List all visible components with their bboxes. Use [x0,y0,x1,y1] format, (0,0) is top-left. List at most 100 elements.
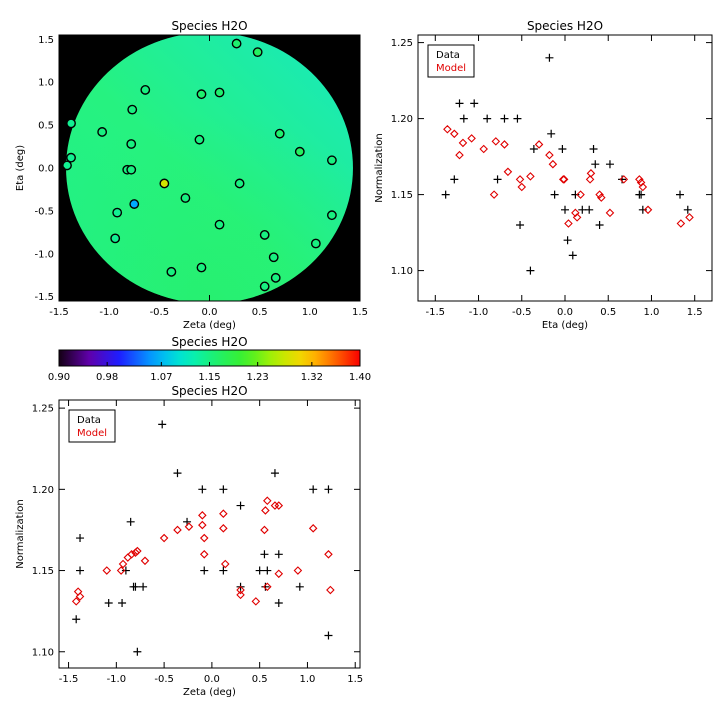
scatter-zeta-data-point [324,631,333,640]
scatter-zeta-model-point [236,590,245,600]
scatter-eta-data-point [529,145,538,153]
scatter-zeta-model-point [251,597,261,606]
heatmap-xlabel: Zeta (deg) [183,320,236,331]
scatter-zeta-ytick-label: 1.10 [32,647,54,658]
scatter-zeta-model-point [261,506,270,515]
scatter-eta-model-point [545,150,554,160]
heatmap-point [180,193,191,203]
scatter-eta-model-point [676,219,686,228]
scatter-zeta-model-point [173,525,182,535]
heatmap-ytick-label: 1.5 [38,35,54,46]
scatter-zeta-data-point [295,582,304,591]
heatmap-point [112,207,123,218]
scatter-eta-xlabel: Eta (deg) [542,320,588,331]
scatter-zeta-marks [71,420,335,656]
scatter-eta-data-point [441,190,450,199]
heatmap-xtick-label: 1.0 [302,307,318,318]
scatter-eta-marks [441,53,694,275]
scatter-eta-model-point [450,129,459,139]
scatter-eta-model-point [635,175,644,184]
scatter-zeta-data-point [126,517,135,526]
heatmap-point [327,155,337,166]
heatmap-point [231,38,242,49]
scatter-zeta-model-point [116,566,126,575]
scatter-eta-data-point [516,221,525,229]
scatter-zeta-data-point [219,566,228,575]
scatter-zeta-data-point [72,615,81,624]
scatter-zeta-xtick-label: 1.0 [299,674,315,685]
scatter-zeta-data-point [139,582,148,591]
scatter-eta-model-point [564,219,573,228]
colorbar-tick-label: 1.23 [247,372,269,383]
scatter-eta-data-point [563,236,572,245]
scatter-eta-data-point [470,99,479,108]
scatter-eta-model-point [455,150,464,160]
colorbar-title: Species H2O [171,335,247,349]
heatmap-xtick-label: -0.5 [150,307,170,318]
scatter-eta-model-point [443,124,452,134]
scatter-zeta-model-point [274,501,284,510]
scatter-zeta-ytick-label: 1.20 [32,485,54,496]
scatter-zeta-model-point [324,550,333,559]
scatter-eta-model-point [479,144,488,154]
scatter-zeta-data-point [324,485,333,494]
scatter-eta-model-point [467,134,476,143]
scatter-zeta-model-point [219,509,228,518]
scatter-eta-xtick-label: 0.5 [600,307,616,318]
scatter-eta-model-point [572,213,582,222]
heatmap-point [126,164,137,175]
scatter-zeta-data-point [261,582,270,591]
scatter-zeta-xtick-label: 1.5 [347,674,363,685]
scatter-eta-data-point [547,129,556,138]
scatter-eta-legend-box [427,44,475,78]
colorbar-tick-label: 1.07 [150,372,172,383]
scatter-eta-xtick-label: 0.0 [557,307,573,318]
scatter-zeta-xlabel: Zeta (deg) [183,687,236,698]
scatter-zeta-data-point [133,647,142,656]
scatter-zeta-data-point [274,550,283,559]
scatter-zeta-data-point [173,469,182,478]
heatmap-xtick-label: -1.0 [99,307,119,318]
scatter-eta-data-point [568,251,577,260]
heatmap-point [274,128,285,139]
scatter-zeta-ylabel: Normalization [15,499,26,569]
heatmap-title: Species H2O [171,19,247,33]
scatter-zeta-xtick-label: -0.5 [154,674,174,685]
scatter-eta-model-point [559,175,569,184]
scatter-eta-model-point [526,172,535,181]
scatter-eta-model-point [548,159,558,169]
scatter-zeta-model-point [127,550,136,559]
heatmap-point [66,118,76,129]
colorbar-tick-label: 0.90 [48,372,70,383]
scatter-eta-data-point [550,190,559,199]
scatter-eta-model-point [586,169,596,178]
scatter-zeta-model-point [75,592,85,601]
heatmap-xtick-label: 0.0 [202,307,218,318]
scatter-zeta-data-point [198,485,207,494]
heatmap-point [259,281,270,292]
scatter-zeta-model-point [198,511,207,520]
heatmap-ytick-label: -1.5 [34,292,54,303]
scatter-zeta-model-point [118,559,128,569]
scatter-zeta-model-point [274,569,284,579]
heatmap-ylabel: Eta (deg) [15,145,26,191]
scatter-zeta-model-point [263,496,272,505]
scatter-zeta-legend: Data Model [68,409,116,443]
scatter-eta-model-point [576,190,585,199]
scatter-zeta-model-point [199,550,209,559]
heatmap-xtick-label: 0.5 [252,307,268,318]
scatter-zeta-data-point [309,485,318,494]
heatmap-point [194,134,205,145]
scatter-zeta-frame [58,399,361,669]
scatter-eta-frame [417,34,713,302]
heatmap-point [294,146,305,157]
scatter-eta-data-point [450,175,459,184]
scatter-eta-xtick-label: -1.0 [469,307,489,318]
scatter-zeta-model-point [131,548,140,557]
heatmap-point [159,178,170,189]
scatter-zeta-legend-box [68,409,116,443]
scatter-eta-xtick-label: -1.5 [426,307,446,318]
heatmap-point [214,219,225,230]
scatter-eta-data-point [676,190,685,199]
